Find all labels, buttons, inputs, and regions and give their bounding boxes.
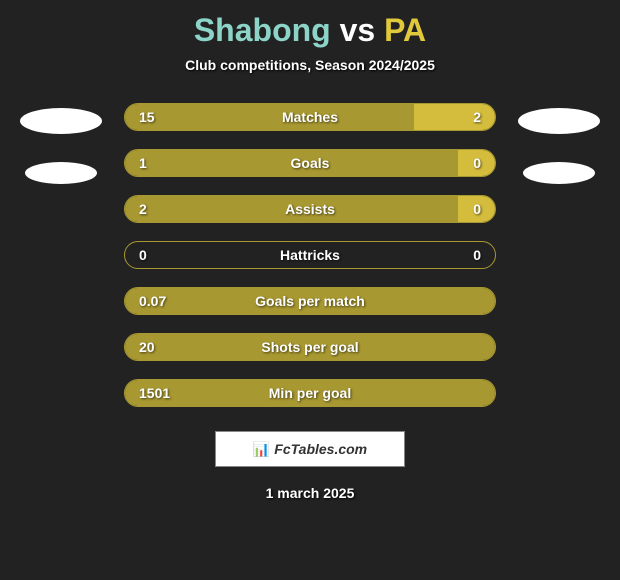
player-left-name: Shabong: [194, 12, 331, 48]
watermark-badge[interactable]: 📊 FcTables.com: [215, 431, 405, 467]
stat-value-left: 20: [139, 339, 155, 355]
stat-label: Hattricks: [280, 247, 340, 263]
stat-value-left: 2: [139, 201, 147, 217]
team-logo-placeholder: [20, 108, 102, 134]
stat-label: Goals: [291, 155, 330, 171]
stat-row: 20 Shots per goal: [124, 333, 496, 361]
stat-value-left: 15: [139, 109, 155, 125]
stat-label: Matches: [282, 109, 338, 125]
player-right-name: PA: [384, 12, 426, 48]
stat-value-left: 0: [139, 247, 147, 263]
stat-row: 0.07 Goals per match: [124, 287, 496, 315]
comparison-title: Shabong vs PA: [0, 0, 620, 49]
date-label: 1 march 2025: [0, 485, 620, 501]
stat-value-left: 1: [139, 155, 147, 171]
stat-value-right: 0: [473, 247, 481, 263]
stat-label: Min per goal: [269, 385, 351, 401]
subtitle: Club competitions, Season 2024/2025: [0, 57, 620, 73]
team-logos-right: [518, 108, 600, 184]
team-logo-placeholder: [523, 162, 595, 184]
watermark-text: FcTables.com: [274, 441, 367, 457]
stat-value-right: 0: [473, 155, 481, 171]
team-logo-placeholder: [518, 108, 600, 134]
stat-label: Shots per goal: [261, 339, 358, 355]
stat-label: Goals per match: [255, 293, 365, 309]
team-logos-left: [20, 108, 102, 184]
stat-value-right: 2: [473, 109, 481, 125]
vs-text: vs: [340, 12, 376, 48]
chart-icon: 📊: [253, 441, 270, 458]
stat-row: 1 Goals 0: [124, 149, 496, 177]
stat-row: 0 Hattricks 0: [124, 241, 496, 269]
stat-value-right: 0: [473, 201, 481, 217]
stat-row: 1501 Min per goal: [124, 379, 496, 407]
stats-content: 15 Matches 2 1 Goals 0 2 Assists 0 0 Hattricks 0 0.0…: [0, 103, 620, 407]
stat-row: 15 Matches 2: [124, 103, 496, 131]
stat-label: Assists: [285, 201, 335, 217]
stat-row: 2 Assists 0: [124, 195, 496, 223]
stat-value-left: 0.07: [139, 293, 166, 309]
team-logo-placeholder: [25, 162, 97, 184]
stat-value-left: 1501: [139, 385, 170, 401]
